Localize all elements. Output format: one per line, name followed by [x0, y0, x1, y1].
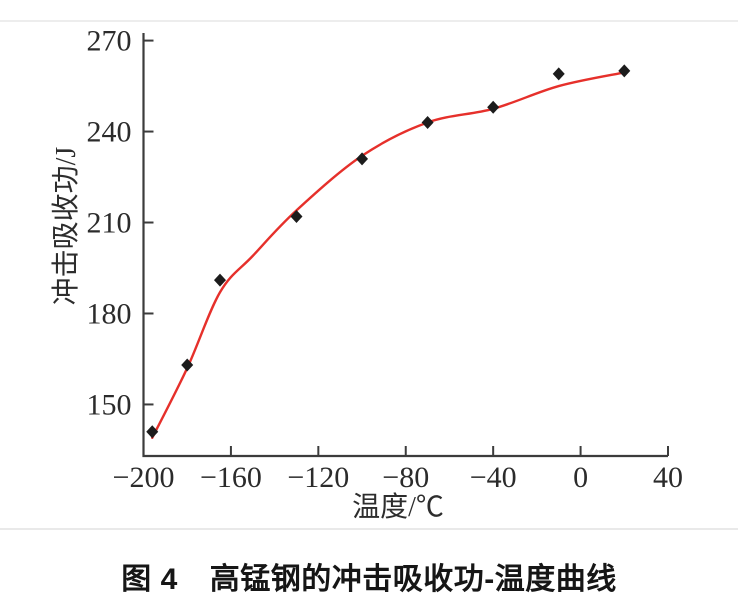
- y-tick-label: 240: [87, 116, 132, 149]
- x-axis-label: 温度/℃: [352, 492, 444, 523]
- data-point-diamond: [356, 152, 369, 166]
- y-tick-label: 180: [87, 297, 132, 330]
- y-axis-label: 冲击吸收功/J: [51, 146, 82, 306]
- figure-caption: 图 4 高锰钢的冲击吸收功-温度曲线: [0, 554, 738, 598]
- data-point-diamond: [290, 209, 303, 223]
- figure-number: 图 4: [121, 563, 178, 596]
- fit-curve: [151, 71, 626, 440]
- figure-caption-text: 高锰钢的冲击吸收功-温度曲线: [209, 563, 617, 596]
- x-tick-label: −40: [470, 461, 517, 494]
- data-point-diamond: [487, 100, 500, 114]
- data-point-diamond: [181, 358, 194, 372]
- x-tick-label: −160: [200, 461, 262, 494]
- data-point-diamond: [618, 64, 631, 78]
- y-tick-label: 210: [87, 207, 132, 240]
- chart-plot: −200 −160 −120 −80 −40 0 40 150 180 210 240 270: [87, 25, 684, 494]
- x-tick-label: 0: [573, 461, 588, 494]
- data-point-diamond: [552, 67, 565, 81]
- x-tick-label: −120: [287, 461, 349, 494]
- x-tick-label: −80: [382, 461, 429, 494]
- data-point-diamond: [213, 273, 226, 287]
- x-tick-label: 40: [653, 461, 683, 494]
- y-tick-label: 150: [87, 388, 132, 421]
- x-tick-label: −200: [113, 461, 175, 494]
- data-point-diamond: [146, 425, 159, 439]
- axes-spines: [142, 33, 668, 458]
- data-point-diamond: [421, 115, 434, 129]
- y-tick-label: 270: [87, 25, 132, 58]
